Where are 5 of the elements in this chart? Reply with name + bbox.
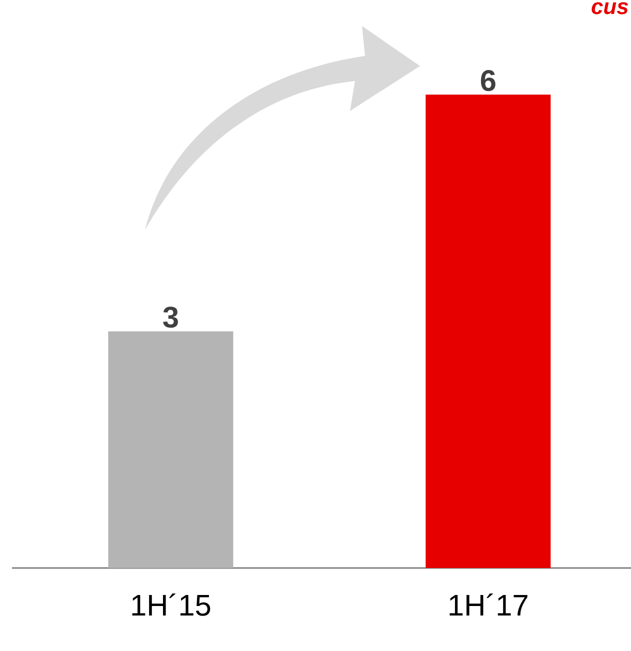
x-tick-label: 1H´15 xyxy=(132,594,210,616)
x-tick-label: 1H´17 xyxy=(450,594,528,616)
data-label: 6 xyxy=(480,70,496,92)
text: cus xyxy=(592,2,628,14)
data-label: 3 xyxy=(163,306,178,328)
